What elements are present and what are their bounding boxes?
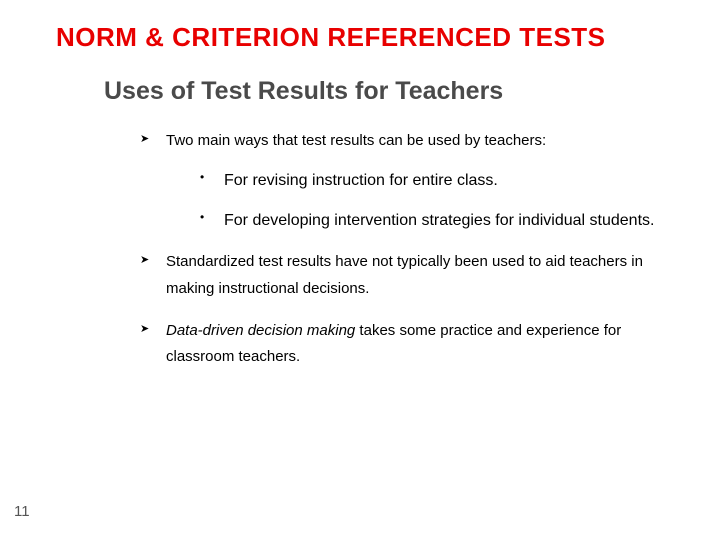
- slide-subtitle: Uses of Test Results for Teachers: [104, 77, 684, 106]
- sub-bullet-item-2: For developing intervention strategies f…: [200, 208, 684, 234]
- slide-title: NORM & CRITERION REFERENCED TESTS: [56, 22, 684, 53]
- sub-bullet-list: For revising instruction for entire clas…: [200, 168, 684, 233]
- sub-bullet-item-1: For revising instruction for entire clas…: [200, 168, 684, 194]
- sub-bullet-text: For developing intervention strategies f…: [224, 212, 654, 229]
- bullet-item-1: Two main ways that test results can be u…: [140, 128, 684, 233]
- bullet-item-3: Data-driven decision making takes some p…: [140, 318, 684, 371]
- slide: NORM & CRITERION REFERENCED TESTS Uses o…: [0, 0, 720, 540]
- bullet-text: Two main ways that test results can be u…: [166, 132, 546, 149]
- bullet-emphasis: Data-driven decision making: [166, 322, 355, 339]
- page-number: 11: [14, 503, 30, 520]
- sub-bullet-text: For revising instruction for entire clas…: [224, 172, 498, 189]
- bullet-item-2: Standardized test results have not typic…: [140, 249, 684, 302]
- bullet-text: Standardized test results have not typic…: [166, 253, 643, 296]
- bullet-list: Two main ways that test results can be u…: [140, 128, 684, 370]
